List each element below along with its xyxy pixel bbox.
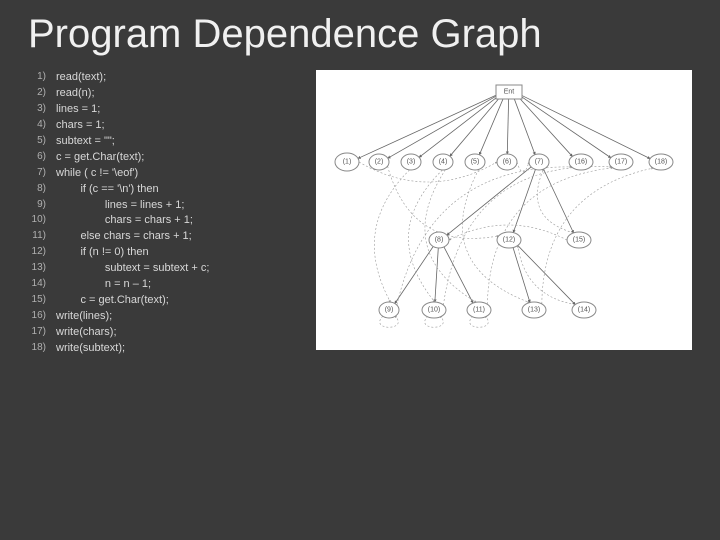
code-line: 1)read(text); <box>28 70 308 86</box>
graph-node-label: (14) <box>578 307 590 314</box>
line-text: write(lines); <box>56 309 112 325</box>
graph-node-label: (1) <box>343 159 352 166</box>
graph-node-label: (12) <box>503 237 515 244</box>
line-number: 5) <box>28 134 56 150</box>
graph-node-label: (15) <box>573 237 585 244</box>
line-text: write(chars); <box>56 325 117 341</box>
code-line: 7)while ( c != '\eof') <box>28 166 308 182</box>
line-text: if (c == '\n') then <box>56 182 159 198</box>
line-number: 9) <box>28 198 56 214</box>
graph-node-label: (10) <box>428 307 440 314</box>
line-number: 7) <box>28 166 56 182</box>
line-text: n = n – 1; <box>56 277 151 293</box>
line-text: while ( c != '\eof') <box>56 166 138 182</box>
line-text: lines = lines + 1; <box>56 198 184 214</box>
line-text: read(text); <box>56 70 106 86</box>
code-line: 3)lines = 1; <box>28 102 308 118</box>
graph-node-label: (2) <box>375 159 384 166</box>
control-edge <box>447 167 531 235</box>
control-edge <box>435 248 438 302</box>
dependence-graph-panel: Ent (1) (2) (3) (4) (5) (6) (7) (16) (17) (18) (8) (… <box>316 70 692 350</box>
code-line: 17)write(chars); <box>28 325 308 341</box>
code-line: 5)subtext = ""; <box>28 134 308 150</box>
line-number: 8) <box>28 182 56 198</box>
line-number: 11) <box>28 229 56 245</box>
line-text: c = get.Char(text); <box>56 150 144 166</box>
line-number: 10) <box>28 213 56 229</box>
graph-node-label: (9) <box>385 307 394 314</box>
slide-container: Program Dependence Graph 1)read(text);2)… <box>0 0 720 369</box>
control-edge <box>388 95 498 158</box>
graph-node-label: (16) <box>575 159 587 166</box>
line-number: 15) <box>28 293 56 309</box>
line-text: subtext = ""; <box>56 134 115 150</box>
code-listing: 1)read(text);2)read(n);3)lines = 1;4)cha… <box>28 70 308 357</box>
line-number: 3) <box>28 102 56 118</box>
graph-node-label: (11) <box>473 307 485 314</box>
data-edge <box>374 170 409 302</box>
line-text: chars = 1; <box>56 118 105 134</box>
line-text: lines = 1; <box>56 102 100 118</box>
code-line: 10) chars = chars + 1; <box>28 213 308 229</box>
line-number: 17) <box>28 325 56 341</box>
code-line: 14) n = n – 1; <box>28 277 308 293</box>
graph-node-label: (17) <box>615 159 627 166</box>
code-line: 18)write(subtext); <box>28 341 308 357</box>
line-text: write(subtext); <box>56 341 125 357</box>
line-text: chars = chars + 1; <box>56 213 193 229</box>
line-number: 4) <box>28 118 56 134</box>
line-number: 1) <box>28 70 56 86</box>
line-number: 14) <box>28 277 56 293</box>
line-number: 2) <box>28 86 56 102</box>
graph-node-label: (8) <box>435 237 444 244</box>
code-line: 13) subtext = subtext + c; <box>28 261 308 277</box>
graph-node-label: (4) <box>439 159 448 166</box>
control-edge <box>419 96 498 157</box>
slide-title: Program Dependence Graph <box>28 12 692 56</box>
control-edge <box>518 97 572 157</box>
code-line: 12) if (n != 0) then <box>28 245 308 261</box>
graph-node-label: (18) <box>655 159 667 166</box>
line-number: 16) <box>28 309 56 325</box>
control-edge <box>544 169 574 233</box>
code-line: 11) else chars = chars + 1; <box>28 229 308 245</box>
code-line: 8) if (c == '\n') then <box>28 182 308 198</box>
code-line: 16)write(lines); <box>28 309 308 325</box>
control-edge <box>358 95 497 159</box>
control-edge <box>521 95 650 159</box>
control-edge <box>450 97 500 156</box>
code-line: 4)chars = 1; <box>28 118 308 134</box>
line-number: 6) <box>28 150 56 166</box>
content-row: 1)read(text);2)read(n);3)lines = 1;4)cha… <box>28 70 692 357</box>
graph-node-label: (7) <box>535 159 544 166</box>
control-edge <box>518 245 575 304</box>
line-number: 13) <box>28 261 56 277</box>
graph-node-label: Ent <box>504 89 515 96</box>
control-edge <box>514 98 535 154</box>
code-line: 15) c = get.Char(text); <box>28 293 308 309</box>
line-text: else chars = chars + 1; <box>56 229 192 245</box>
control-edge <box>507 99 508 154</box>
line-text: read(n); <box>56 86 95 102</box>
dependence-graph-svg: Ent (1) (2) (3) (4) (5) (6) (7) (16) (17) (18) (8) (… <box>316 70 692 350</box>
line-text: c = get.Char(text); <box>56 293 169 309</box>
line-text: subtext = subtext + c; <box>56 261 209 277</box>
line-number: 18) <box>28 341 56 357</box>
graph-node-label: (3) <box>407 159 416 166</box>
code-line: 2)read(n); <box>28 86 308 102</box>
line-number: 12) <box>28 245 56 261</box>
graph-node-label: (5) <box>471 159 480 166</box>
data-edge <box>388 166 499 238</box>
data-edge <box>397 167 572 305</box>
code-line: 6)c = get.Char(text); <box>28 150 308 166</box>
line-text: if (n != 0) then <box>56 245 149 261</box>
code-line: 9) lines = lines + 1; <box>28 198 308 214</box>
data-edge <box>537 169 573 233</box>
graph-node-label: (6) <box>503 159 512 166</box>
graph-node-label: (13) <box>528 307 540 314</box>
